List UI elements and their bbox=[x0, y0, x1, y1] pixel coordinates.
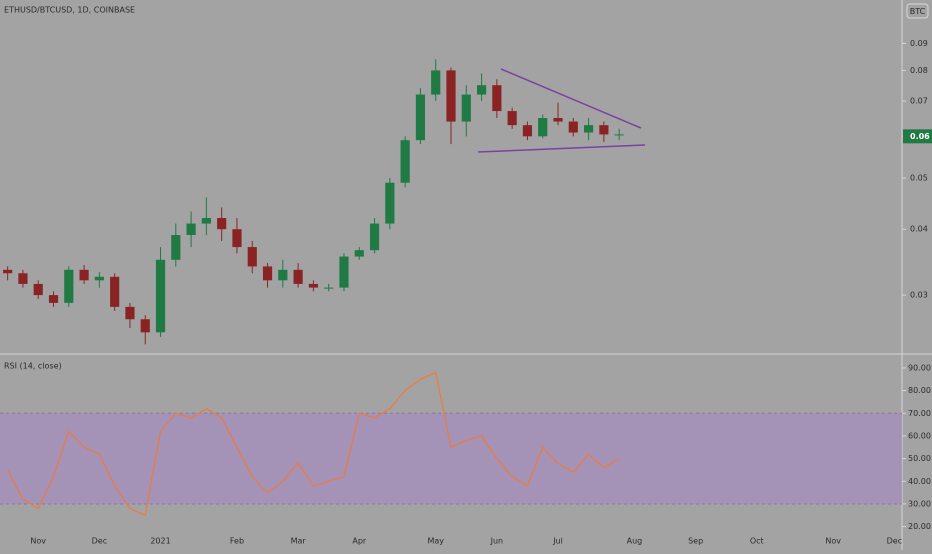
y-tick-label: 80.00 bbox=[908, 386, 931, 395]
x-tick-label: Mar bbox=[291, 537, 307, 546]
currency-label[interactable]: BTC bbox=[910, 7, 926, 16]
candle-body bbox=[18, 273, 28, 284]
last-price-box bbox=[903, 129, 932, 144]
currency-box[interactable] bbox=[906, 3, 929, 19]
y-tick-label: 0.08 bbox=[910, 66, 928, 75]
candle-body bbox=[354, 250, 364, 257]
candle-body bbox=[247, 247, 257, 267]
candle-body bbox=[431, 70, 441, 95]
candle-body bbox=[48, 295, 59, 303]
last-price-label: 0.06 bbox=[910, 132, 930, 141]
candle-body bbox=[171, 235, 181, 260]
candle-body bbox=[492, 85, 502, 112]
trendline bbox=[477, 144, 646, 153]
y-tick-label: 0.07 bbox=[910, 97, 928, 106]
candle-body bbox=[217, 218, 227, 230]
candle-body bbox=[476, 85, 487, 95]
candle-body bbox=[308, 283, 318, 288]
y-tick-label: 30.00 bbox=[908, 499, 931, 508]
candle-body bbox=[385, 182, 395, 224]
candle-body bbox=[278, 269, 288, 281]
candle-body bbox=[339, 256, 349, 288]
candle-body bbox=[262, 266, 273, 281]
x-tick-label: 2021 bbox=[150, 537, 170, 546]
candle-body bbox=[33, 283, 43, 296]
candle-body bbox=[568, 121, 578, 133]
candle-body bbox=[446, 70, 456, 122]
candle-body bbox=[201, 218, 211, 224]
candle-body bbox=[155, 259, 166, 333]
candle-body bbox=[538, 117, 548, 137]
candle-body bbox=[584, 125, 594, 133]
candle-body bbox=[614, 134, 624, 136]
x-tick-label: Sep bbox=[688, 537, 703, 546]
x-tick-label: Feb bbox=[230, 537, 244, 546]
candle-body bbox=[79, 269, 89, 281]
candle-body bbox=[94, 276, 104, 281]
y-tick-label: 90.00 bbox=[908, 363, 931, 372]
x-tick-label: Jul bbox=[552, 537, 563, 546]
x-tick-label: Dec bbox=[92, 537, 107, 546]
candle-body bbox=[369, 223, 380, 251]
candle-body bbox=[293, 269, 303, 284]
y-tick-label: 70.00 bbox=[908, 409, 931, 418]
x-tick-label: Oct bbox=[750, 537, 764, 546]
candle-body bbox=[110, 276, 120, 307]
x-tick-label: Dec bbox=[887, 537, 902, 546]
candle-body bbox=[461, 94, 471, 122]
x-tick-label: Nov bbox=[30, 537, 46, 546]
rsi-title: RSI (14, close) bbox=[4, 362, 62, 371]
candle-body bbox=[522, 125, 533, 137]
candle-body bbox=[415, 94, 426, 141]
x-tick-label: May bbox=[427, 537, 444, 546]
y-tick-label: 0.04 bbox=[910, 225, 928, 234]
candle-body bbox=[64, 269, 74, 303]
rsi-band bbox=[0, 413, 902, 504]
x-tick-label: Aug bbox=[627, 537, 643, 546]
rsi-line bbox=[7, 371, 620, 517]
y-tick-label: 60.00 bbox=[908, 431, 931, 440]
y-tick-label: 0.03 bbox=[910, 291, 928, 300]
symbol-label: ETHUSD/BTCUSD, 1D, COINBASE bbox=[4, 6, 135, 15]
candle-body bbox=[3, 269, 13, 274]
x-tick-label: Nov bbox=[825, 537, 841, 546]
y-tick-label: 0.09 bbox=[910, 39, 928, 48]
candle-body bbox=[140, 319, 150, 333]
candle-body bbox=[400, 140, 410, 183]
y-tick-label: 20.00 bbox=[908, 522, 931, 531]
y-tick-label: 50.00 bbox=[908, 454, 931, 463]
candle-body bbox=[553, 117, 563, 122]
candle-body bbox=[507, 111, 517, 126]
y-tick-label: 40.00 bbox=[908, 477, 931, 486]
y-tick-label: 0.05 bbox=[910, 174, 928, 183]
x-tick-label: Apr bbox=[352, 537, 367, 546]
candle-body bbox=[324, 287, 334, 289]
x-tick-label: Jun bbox=[490, 537, 504, 546]
candle-body bbox=[186, 223, 196, 236]
candle-body bbox=[125, 306, 135, 320]
trendline bbox=[500, 68, 642, 129]
candle-body bbox=[599, 125, 609, 135]
candle-body bbox=[232, 229, 242, 248]
